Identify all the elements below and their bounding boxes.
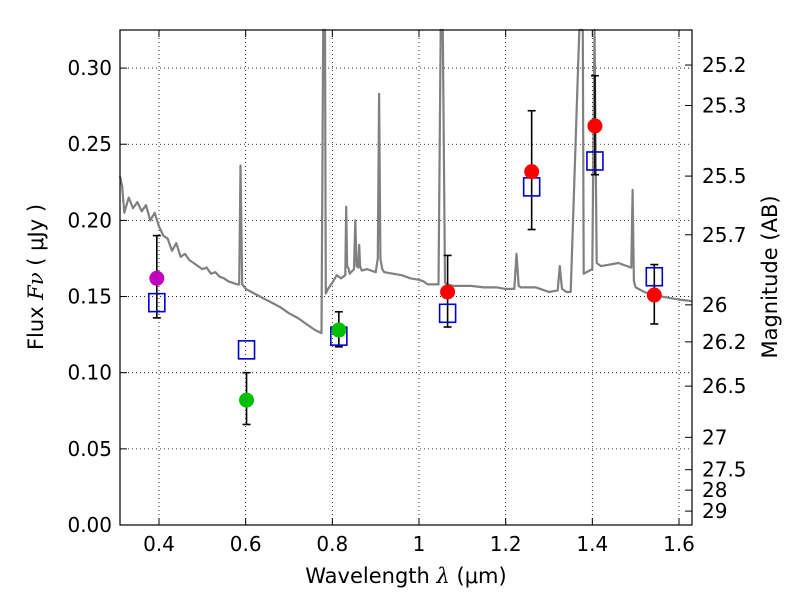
y-axis-title-prefix: Flux bbox=[24, 300, 48, 350]
y-tick-label: 0.15 bbox=[67, 285, 112, 309]
y-tick-label: 0.10 bbox=[67, 361, 112, 385]
model-flux-square bbox=[645, 266, 664, 287]
x-tick-label: 1.4 bbox=[576, 532, 608, 556]
y-axis-title: Flux Fν ( μJy ) bbox=[24, 204, 48, 350]
magnitude-tick-label: 25.2 bbox=[702, 53, 747, 77]
x-axis-title-prefix: Wavelength bbox=[305, 564, 436, 588]
x-tick-label: 0.4 bbox=[143, 532, 175, 556]
observed-point-layer bbox=[149, 118, 662, 408]
model-spectrum-layer bbox=[118, 28, 693, 335]
magnitude-tick-label: 28 bbox=[702, 478, 727, 502]
observed-flux-point bbox=[524, 164, 540, 180]
y-axis-title-unit: ( μJy ) bbox=[24, 204, 48, 272]
observed-flux-point bbox=[646, 287, 662, 303]
model-point-layer bbox=[148, 151, 664, 360]
magnitude-tick-label: 26 bbox=[702, 293, 727, 317]
model-flux-square bbox=[237, 340, 256, 360]
magnitude-tick-label: 29 bbox=[702, 499, 727, 523]
y-tick-label: 0.00 bbox=[67, 513, 112, 537]
x-tick-label: 1.6 bbox=[663, 532, 695, 556]
y-tick-label: 0.25 bbox=[67, 132, 112, 156]
x-tick-label: 0.6 bbox=[230, 532, 262, 556]
magnitude-tick-label: 26.5 bbox=[702, 374, 747, 398]
x-tick-label: 0.8 bbox=[316, 532, 348, 556]
magnitude-tick-label: 27.5 bbox=[702, 458, 747, 482]
magnitude-tick-label: 27 bbox=[702, 425, 727, 449]
observed-flux-point bbox=[440, 284, 456, 300]
model-spectrum-line bbox=[118, 28, 693, 335]
x-tick-label: 1.2 bbox=[490, 532, 522, 556]
magnitude-tick-label: 25.7 bbox=[702, 223, 747, 247]
y-tick-label: 0.20 bbox=[67, 208, 112, 232]
observed-flux-point bbox=[331, 322, 347, 338]
observed-flux-point bbox=[587, 118, 603, 134]
plot-frame bbox=[119, 29, 693, 526]
y-axis-title-symbol: Fν bbox=[24, 272, 48, 301]
axis-ticks bbox=[120, 30, 692, 526]
x-axis-title-unit: (μm) bbox=[450, 564, 507, 588]
magnitude-tick-label: 25.3 bbox=[702, 94, 747, 118]
x-axis-title-symbol: λ bbox=[436, 564, 450, 588]
x-tick-labels: 0.4 0.6 0.8 1 1.2 1.4 1.6 bbox=[143, 532, 695, 556]
magnitude-tick-label: 25.5 bbox=[702, 164, 747, 188]
observed-flux-point bbox=[149, 270, 165, 286]
y-tick-labels: 0.00 0.05 0.10 0.15 0.20 0.25 0.30 bbox=[67, 56, 112, 537]
y-tick-label: 0.30 bbox=[67, 56, 112, 80]
x-tick-label: 1 bbox=[413, 532, 426, 556]
x-axis-title: Wavelength λ (μm) bbox=[305, 564, 506, 588]
model-flux-square bbox=[148, 292, 166, 313]
model-flux-square bbox=[586, 151, 604, 171]
magnitude-tick-label: 26.2 bbox=[702, 330, 747, 354]
model-flux-square bbox=[438, 303, 457, 324]
observed-flux-point bbox=[239, 392, 255, 408]
y-tick-label: 0.05 bbox=[67, 437, 112, 461]
magnitude-axis-title: Magnitude (AB) bbox=[758, 195, 782, 358]
